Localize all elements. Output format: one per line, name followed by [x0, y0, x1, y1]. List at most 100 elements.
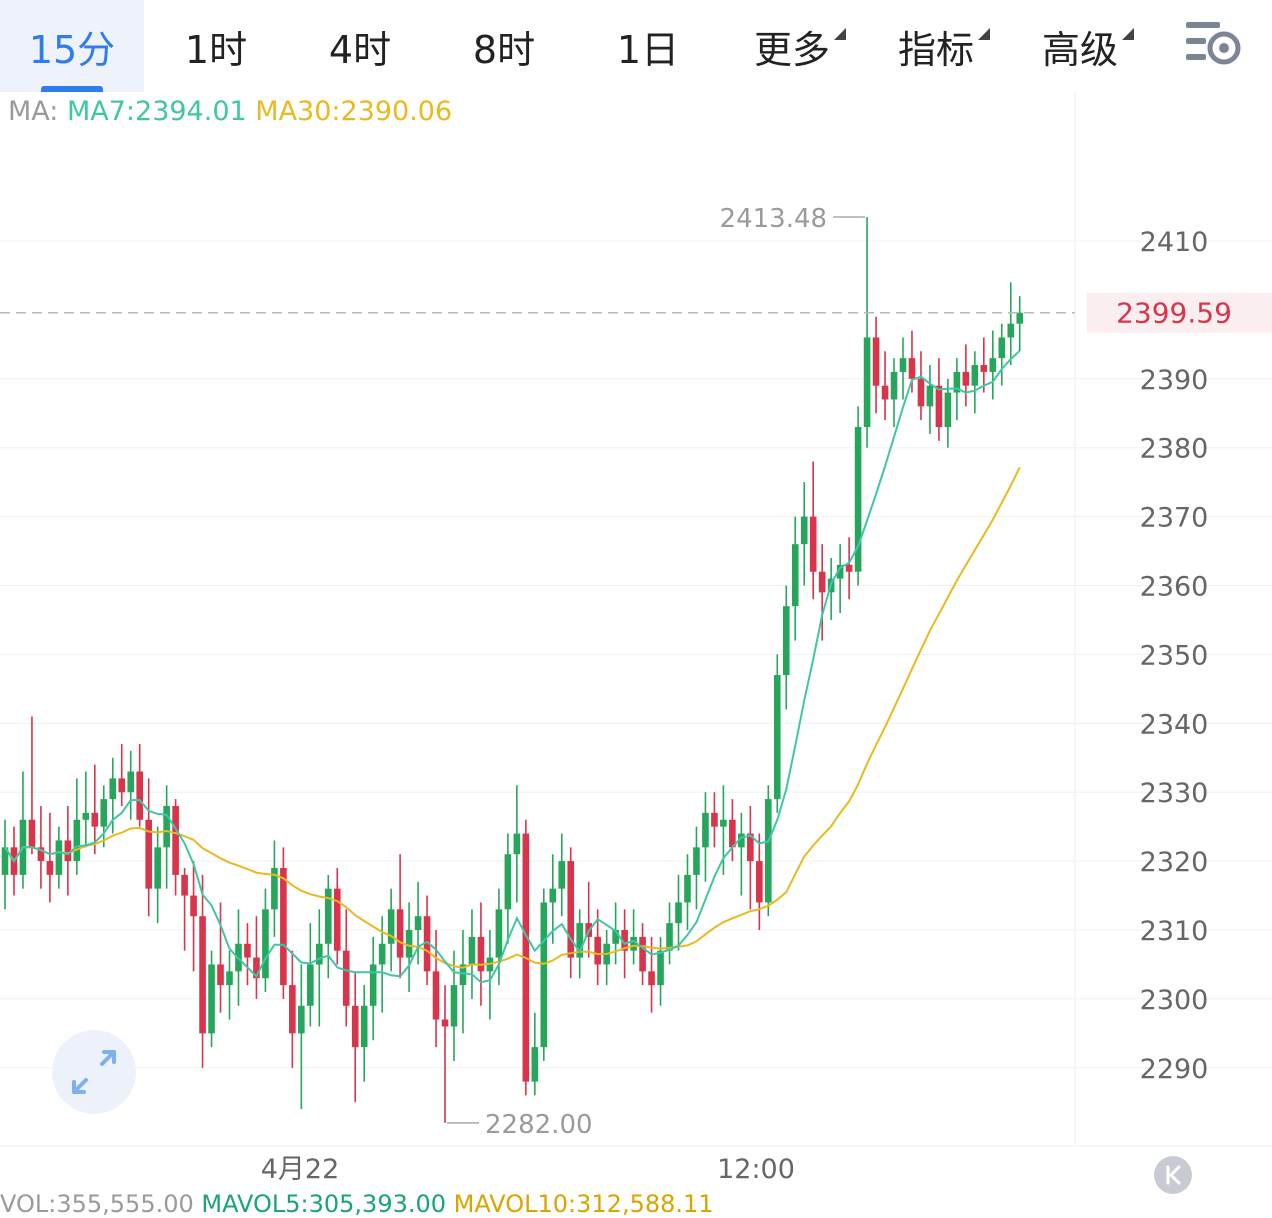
expand-arrows-icon [72, 1050, 116, 1094]
candle-body [253, 957, 260, 979]
ma30-value: MA30:2390.06 [255, 96, 453, 127]
y-tick-label: 2350 [1140, 640, 1209, 671]
scroll-to-latest-button[interactable] [1154, 1156, 1192, 1194]
candle-body [1, 847, 9, 875]
candle-body [854, 427, 862, 572]
active-tab-indicator [41, 86, 103, 92]
ma7-value: MA7:2394.01 [66, 96, 247, 127]
candle-body [881, 385, 889, 400]
candle-body [836, 564, 844, 579]
candle-body [747, 833, 754, 862]
candle-body [621, 930, 628, 951]
tab-label: 指标 [898, 19, 990, 74]
chart-settings-icon [1186, 22, 1241, 65]
candle-body [917, 378, 925, 407]
candle-body [387, 909, 395, 944]
candle-body [477, 936, 485, 972]
tab-5[interactable]: 1日 [576, 0, 720, 92]
candle-body [567, 861, 575, 958]
dropdown-caret-icon [1122, 27, 1134, 40]
y-tick-label: 2290 [1140, 1054, 1209, 1085]
tab-7[interactable]: 指标 [864, 0, 1008, 92]
candle-body [657, 950, 664, 986]
candle-body [594, 936, 601, 965]
tab-label: 1时 [184, 27, 248, 72]
candle-body [639, 936, 646, 972]
candle-body [666, 923, 673, 951]
candle-body [307, 964, 314, 1006]
fullscreen-button[interactable] [52, 1030, 136, 1114]
candle-body [791, 544, 799, 607]
candle-body [280, 867, 287, 986]
current-price-label: 2399.59 [1116, 297, 1232, 330]
tab-3[interactable]: 4时 [288, 0, 432, 92]
y-tick-label: 2360 [1140, 572, 1209, 603]
candle-body [127, 771, 135, 793]
candle-body [82, 812, 90, 820]
candle-body [693, 847, 700, 875]
candle-body [208, 964, 215, 1034]
candle-body [55, 840, 63, 875]
candle-body [342, 950, 350, 1006]
candle-body [73, 819, 81, 862]
candle-body [872, 337, 880, 386]
candle-body [558, 861, 566, 889]
candle-body [378, 943, 386, 965]
candle-body [711, 812, 718, 827]
candle-body [298, 1005, 305, 1034]
y-tick-label: 2410 [1140, 227, 1209, 258]
candle-body [684, 874, 691, 903]
candle-body [405, 930, 413, 958]
candle-body [935, 385, 943, 428]
current-price-badge [1087, 292, 1272, 333]
tab-1[interactable]: 15分 [0, 0, 144, 92]
tab-2[interactable]: 1时 [144, 0, 288, 92]
dropdown-caret-icon [978, 27, 990, 40]
candle-body [46, 861, 54, 875]
x-tick-label: 12:00 [717, 1154, 795, 1185]
tab-8[interactable]: 高级 [1008, 0, 1152, 92]
candle-body [980, 365, 988, 372]
candle-body [136, 771, 143, 820]
candle-body [549, 888, 557, 903]
candle-body [630, 936, 637, 951]
candle-body [998, 337, 1006, 359]
candle-body [944, 392, 952, 428]
candle-body [333, 888, 341, 951]
candle-body [495, 909, 503, 958]
candle-body [989, 358, 997, 372]
candle-body [612, 930, 619, 944]
candle-body [190, 895, 197, 917]
candle-body [432, 971, 440, 1020]
y-tick-label: 2330 [1140, 778, 1209, 809]
candle-body [863, 337, 871, 428]
candle-body [181, 874, 188, 896]
candle-body [360, 1005, 368, 1048]
tab-label: 更多 [754, 19, 846, 74]
ma-legend-label: MA: [8, 96, 59, 127]
candle-body [109, 778, 117, 800]
tab-label: 4时 [328, 27, 392, 72]
candle-body [262, 909, 269, 979]
ma30-line [4, 466, 1021, 969]
candle-body [199, 916, 206, 1034]
candlestick-chart[interactable]: 2290 2300 2310 2320 2330 2340 2350 2360 2370 2380… [0, 92, 1272, 1190]
tab-label: 8时 [472, 27, 536, 72]
tab-4[interactable]: 8时 [432, 0, 576, 92]
candle-body [756, 861, 763, 903]
candle-body [800, 516, 808, 545]
y-tick-label: 2340 [1140, 709, 1209, 740]
candle-body [576, 923, 584, 958]
candle-body [369, 964, 377, 1006]
interval-tab-bar: 15分 1时 4时 8时 1日 更多 指标 高级 [0, 0, 1272, 92]
chart-settings-button[interactable] [1178, 8, 1248, 78]
candle-body [729, 819, 736, 848]
candle-body [845, 564, 853, 572]
candle-body [962, 371, 970, 386]
candle-body [441, 1019, 449, 1027]
tab-6[interactable]: 更多 [720, 0, 864, 92]
candle-body [765, 799, 772, 903]
candle-body [414, 916, 422, 930]
candle-body [226, 971, 233, 986]
mavol5-value: MAVOL5:305,393.00 [201, 1190, 447, 1218]
